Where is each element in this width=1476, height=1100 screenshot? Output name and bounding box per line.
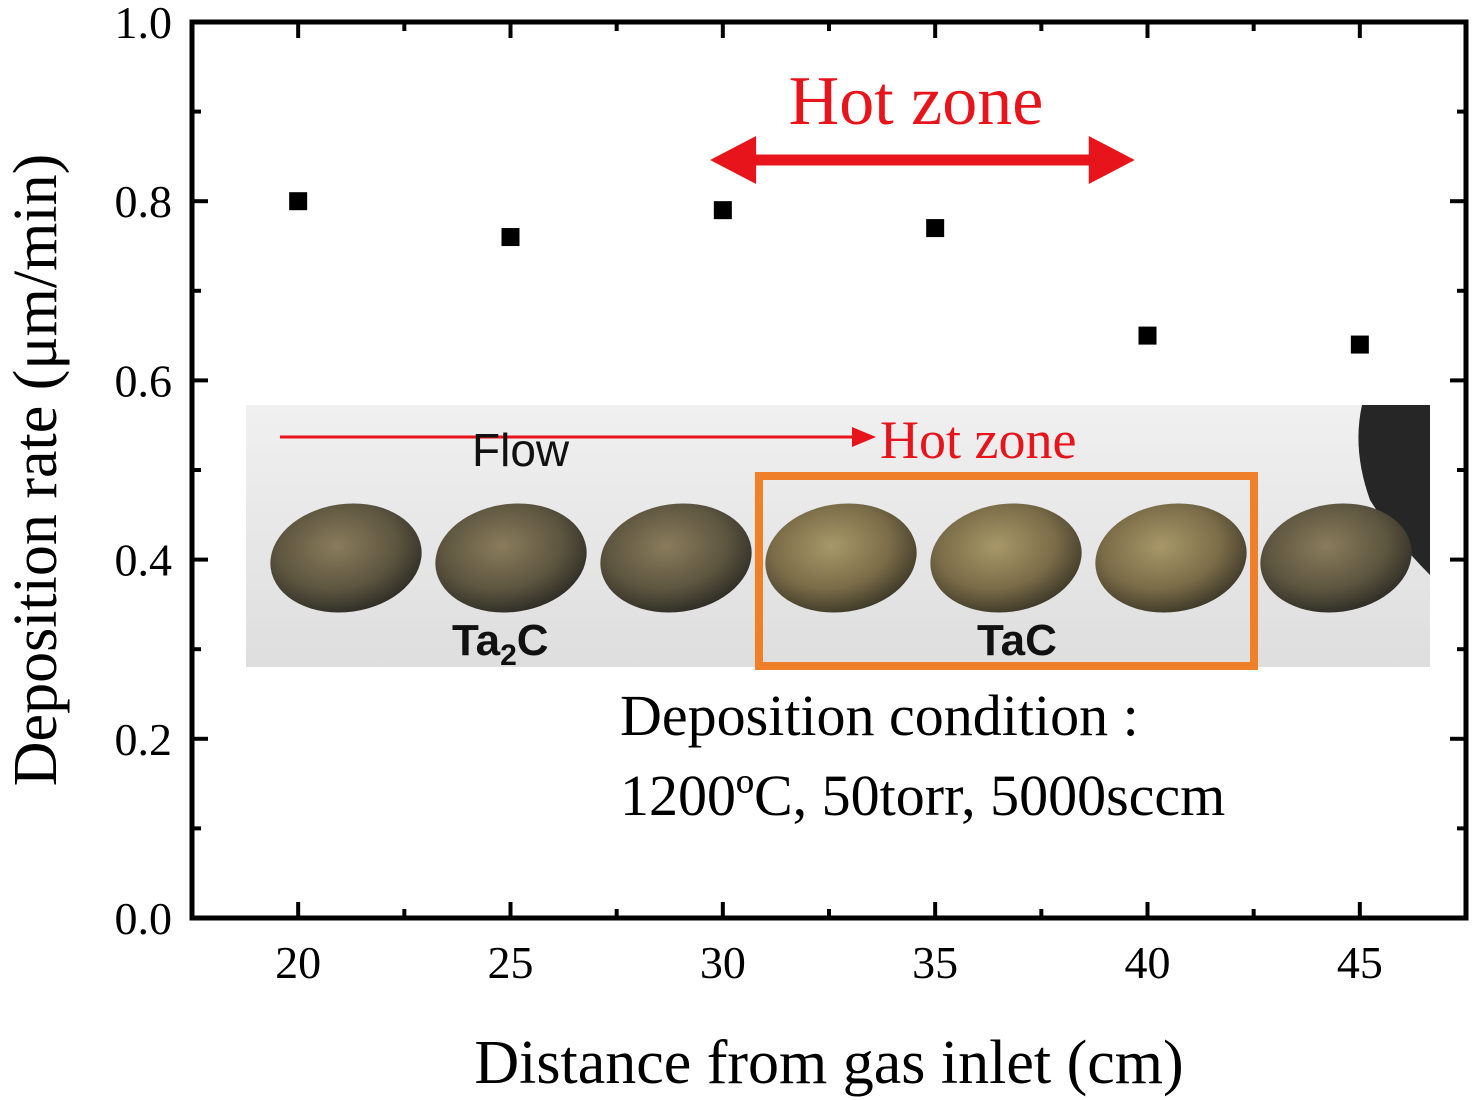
ta2c-main: Ta (452, 616, 501, 665)
flow-arrow-head (852, 427, 876, 447)
sample-photo-inset: Flow Hot zone Ta2C TaC (246, 405, 1430, 672)
y-tick-label: 0.6 (115, 355, 173, 406)
hot-zone-label: Hot zone (789, 63, 1044, 140)
sample-disc (435, 503, 587, 613)
x-tick-label: 30 (700, 937, 746, 988)
data-point (1138, 326, 1157, 345)
deposition-condition-line1: Deposition condition : (620, 683, 1139, 748)
y-tick-label: 0.8 (115, 176, 173, 227)
sample-label-ta2c: Ta2C (452, 616, 549, 672)
x-tick-label: 45 (1337, 937, 1383, 988)
x-tick-label: 40 (1125, 937, 1171, 988)
y-tick-label: 0.4 (115, 535, 173, 586)
y-axis-label: Deposition rate (μm/min) (2, 154, 70, 786)
y-tick-label: 0.2 (115, 714, 173, 765)
deposition-condition-line2: 1200ºC, 50torr, 5000sccm (620, 763, 1225, 828)
sample-label-tac: TaC (977, 616, 1057, 665)
inset-hot-zone-label: Hot zone (880, 410, 1076, 470)
data-point (713, 201, 732, 220)
hot-zone-arrow-head-left (710, 136, 757, 184)
sample-disc (1260, 503, 1412, 613)
hot-zone-arrow (710, 136, 1135, 184)
x-axis-label: Distance from gas inlet (cm) (474, 1029, 1183, 1097)
y-tick-label: 0.0 (115, 893, 173, 944)
ta2c-tail: C (517, 616, 549, 665)
y-axis-tick-labels: 0.0 0.2 0.4 0.6 0.8 1.0 (115, 0, 173, 944)
sample-discs (270, 503, 1412, 613)
y-axis-ticks (192, 20, 1466, 920)
hot-zone-sample-box (755, 472, 1258, 670)
y-tick-label: 1.0 (115, 0, 173, 48)
hot-zone-annotation: Hot zone (710, 63, 1135, 184)
data-points (289, 192, 1369, 354)
data-point (289, 192, 308, 211)
inset-dark-corner (1358, 405, 1430, 575)
data-point (926, 219, 945, 238)
sample-disc (600, 503, 752, 613)
x-tick-label: 25 (488, 937, 534, 988)
hot-zone-arrow-head-right (1088, 136, 1135, 184)
x-axis-ticks (296, 22, 1362, 918)
sample-disc (930, 503, 1082, 613)
sample-disc (1095, 503, 1247, 613)
data-point (1350, 335, 1369, 354)
flow-label: Flow (472, 424, 570, 476)
sample-disc (270, 503, 422, 613)
data-point (501, 228, 520, 247)
x-tick-label: 35 (912, 937, 958, 988)
x-tick-label: 20 (275, 937, 321, 988)
ta2c-subscript: 2 (500, 639, 517, 672)
x-axis-tick-labels: 20 25 30 35 40 45 (275, 937, 1383, 988)
sample-disc (765, 503, 917, 613)
